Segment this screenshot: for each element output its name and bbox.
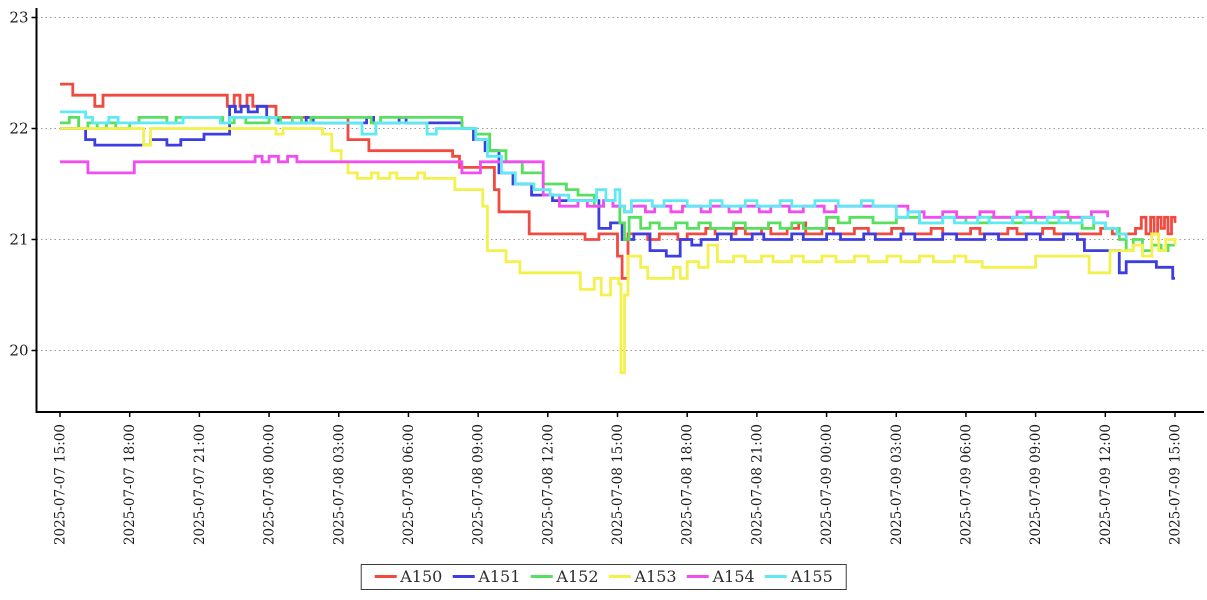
- y-tick-label: 23: [9, 9, 28, 27]
- legend-label: A155: [790, 567, 833, 586]
- legend-swatch-a150: [374, 575, 397, 578]
- y-tick-label: 22: [9, 120, 28, 138]
- x-tick-label: 2025-07-09 00:00: [819, 424, 835, 545]
- series-line-a153: [60, 127, 1177, 375]
- x-tick-label: 2025-07-08 18:00: [680, 424, 696, 545]
- series-line-a150: [60, 82, 1177, 280]
- x-tick-label: 2025-07-08 03:00: [331, 424, 347, 545]
- legend-label: A150: [400, 567, 443, 586]
- legend-swatch-a151: [452, 575, 475, 578]
- x-tick-label: 2025-07-08 06:00: [401, 424, 417, 545]
- x-tick-label: 2025-07-07 18:00: [122, 424, 138, 545]
- x-tick-label: 2025-07-07 21:00: [192, 424, 208, 545]
- x-tick-label: 2025-07-08 12:00: [540, 424, 556, 545]
- series-line-a154: [60, 154, 1109, 219]
- legend-item-a152: A152: [530, 567, 599, 586]
- y-tick-label: 20: [9, 342, 28, 360]
- x-tick-label: 2025-07-09 03:00: [889, 424, 905, 545]
- x-tick-label: 2025-07-09 15:00: [1168, 424, 1184, 545]
- legend-label: A152: [556, 567, 599, 586]
- legend-swatch-a153: [608, 575, 631, 578]
- legend-label: A151: [478, 567, 521, 586]
- legend-item-a155: A155: [764, 567, 833, 586]
- legend-item-a153: A153: [608, 567, 677, 586]
- legend-swatch-a152: [530, 575, 553, 578]
- legend-swatch-a155: [764, 575, 787, 578]
- legend: A150 A151 A152 A153 A154 A155: [360, 564, 847, 590]
- series-line-a151: [60, 104, 1175, 280]
- legend-item-a150: A150: [374, 567, 442, 586]
- legend-item-a151: A151: [452, 567, 520, 586]
- x-tick-label: 2025-07-08 15:00: [610, 424, 626, 545]
- legend-item-a154: A154: [686, 567, 755, 586]
- x-tick-label: 2025-07-08 09:00: [471, 424, 487, 545]
- legend-label: A153: [634, 567, 677, 586]
- x-tick-label: 2025-07-07 15:00: [53, 424, 69, 545]
- x-tick-label: 2025-07-08 00:00: [262, 424, 278, 545]
- x-tick-label: 2025-07-09 06:00: [958, 424, 974, 545]
- legend-swatch-a154: [686, 575, 709, 578]
- series-line-a155: [60, 110, 1128, 240]
- x-tick-label: 2025-07-09 09:00: [1028, 424, 1044, 545]
- x-tick-label: 2025-07-09 12:00: [1098, 424, 1114, 545]
- y-tick-label: 21: [9, 231, 28, 249]
- x-tick-label: 2025-07-08 21:00: [749, 424, 765, 545]
- legend-label: A154: [712, 567, 755, 586]
